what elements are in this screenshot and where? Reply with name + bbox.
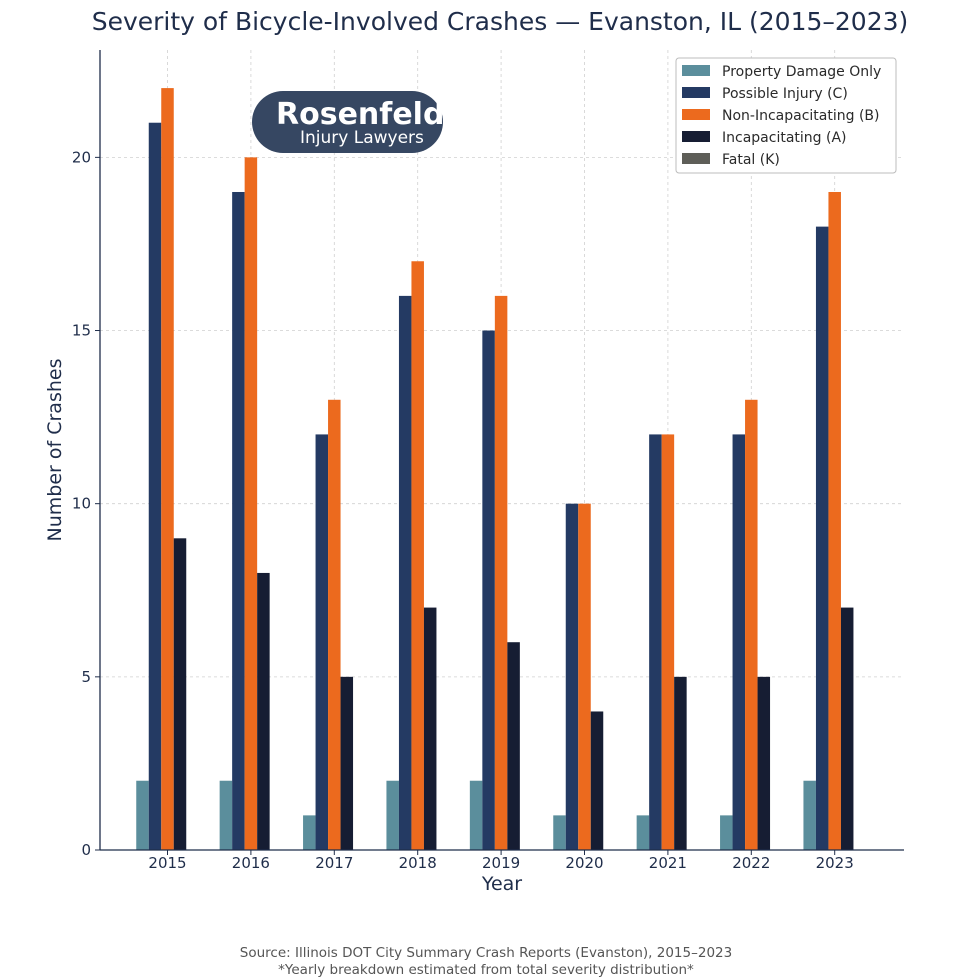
source-note: Source: Illinois DOT City Summary Crash … xyxy=(240,945,732,961)
ticks: 0 5 10 15 20 2015 2016 2017 2018 2019 2020 2021 2022… xyxy=(72,148,854,872)
bar-property-damage-only-2015 xyxy=(136,780,149,850)
y-tick-label: 20 xyxy=(72,148,91,166)
bar-possible-injury-c-2023 xyxy=(815,226,829,850)
bar-incapacitating-a-2016 xyxy=(257,572,270,850)
bars xyxy=(136,88,854,851)
legend: Property Damage Only Possible Injury (C) N… xyxy=(675,57,897,174)
y-axis-label: Number of Crashes xyxy=(44,359,66,542)
bar-property-damage-only-2018 xyxy=(386,780,399,850)
x-tick-label: 2015 xyxy=(148,854,186,872)
y-tick-label: 5 xyxy=(81,668,91,686)
bar-possible-injury-c-2015 xyxy=(148,122,162,850)
bar-incapacitating-a-2023 xyxy=(840,607,854,850)
x-tick-label: 2019 xyxy=(482,854,520,872)
bar-possible-injury-c-2019 xyxy=(482,330,495,850)
bar-non-incapacitating-b-2023 xyxy=(828,191,841,851)
bar-property-damage-only-2019 xyxy=(469,780,483,850)
bar-non-incapacitating-b-2018 xyxy=(411,261,424,851)
legend-swatch xyxy=(682,131,710,142)
logo-background xyxy=(252,91,443,153)
legend-swatch xyxy=(682,153,710,164)
legend-swatch xyxy=(682,109,710,120)
bar-incapacitating-a-2018 xyxy=(423,607,437,850)
bar-non-incapacitating-b-2019 xyxy=(494,295,508,850)
logo-tagline: Injury Lawyers xyxy=(300,128,424,148)
bar-non-incapacitating-b-2020 xyxy=(578,503,591,850)
y-tick-label: 0 xyxy=(81,841,91,859)
bar-possible-injury-c-2021 xyxy=(649,434,662,850)
rosenfeld-logo: Rosenfeld Injury Lawyers xyxy=(252,91,444,153)
legend-swatch xyxy=(682,87,710,98)
bar-property-damage-only-2023 xyxy=(803,780,816,850)
x-tick-label: 2020 xyxy=(565,854,603,872)
x-axis-label: Year xyxy=(481,873,522,895)
legend-label: Property Damage Only xyxy=(722,64,881,80)
legend-swatch xyxy=(682,65,710,76)
logo-brand: Rosenfeld xyxy=(276,97,444,132)
bar-possible-injury-c-2022 xyxy=(732,434,746,850)
bar-incapacitating-a-2015 xyxy=(173,538,187,850)
bar-possible-injury-c-2017 xyxy=(315,434,329,850)
legend-label: Fatal (K) xyxy=(722,152,780,168)
bar-possible-injury-c-2016 xyxy=(232,191,245,851)
chart-title: Severity of Bicycle-Involved Crashes — E… xyxy=(92,7,909,36)
x-tick-label: 2022 xyxy=(732,854,770,872)
bar-property-damage-only-2016 xyxy=(219,780,233,850)
bar-possible-injury-c-2018 xyxy=(398,295,412,850)
legend-label: Incapacitating (A) xyxy=(722,130,847,146)
bar-non-incapacitating-b-2017 xyxy=(328,399,341,850)
x-tick-label: 2016 xyxy=(232,854,270,872)
legend-label: Non-Incapacitating (B) xyxy=(722,108,879,124)
bar-non-incapacitating-b-2022 xyxy=(745,399,758,850)
bar-possible-injury-c-2020 xyxy=(565,503,579,850)
bar-non-incapacitating-b-2016 xyxy=(244,157,258,850)
estimate-note: *Yearly breakdown estimated from total s… xyxy=(278,962,694,978)
x-tick-label: 2021 xyxy=(649,854,687,872)
bar-incapacitating-a-2021 xyxy=(674,676,687,850)
bar-non-incapacitating-b-2015 xyxy=(161,88,174,851)
x-tick-label: 2017 xyxy=(315,854,353,872)
bar-non-incapacitating-b-2021 xyxy=(661,434,675,850)
x-tick-label: 2023 xyxy=(816,854,854,872)
legend-box xyxy=(675,57,897,174)
bar-property-damage-only-2017 xyxy=(303,815,316,850)
bar-incapacitating-a-2017 xyxy=(340,676,354,850)
bar-incapacitating-a-2022 xyxy=(757,676,771,850)
bar-incapacitating-a-2019 xyxy=(507,642,520,850)
legend-label: Possible Injury (C) xyxy=(722,86,848,102)
x-tick-label: 2018 xyxy=(399,854,437,872)
bar-incapacitating-a-2020 xyxy=(590,711,604,850)
bar-property-damage-only-2020 xyxy=(553,815,566,850)
y-tick-label: 10 xyxy=(72,495,91,513)
y-tick-label: 15 xyxy=(72,322,91,340)
bar-property-damage-only-2022 xyxy=(720,815,733,850)
bar-property-damage-only-2021 xyxy=(636,815,650,850)
